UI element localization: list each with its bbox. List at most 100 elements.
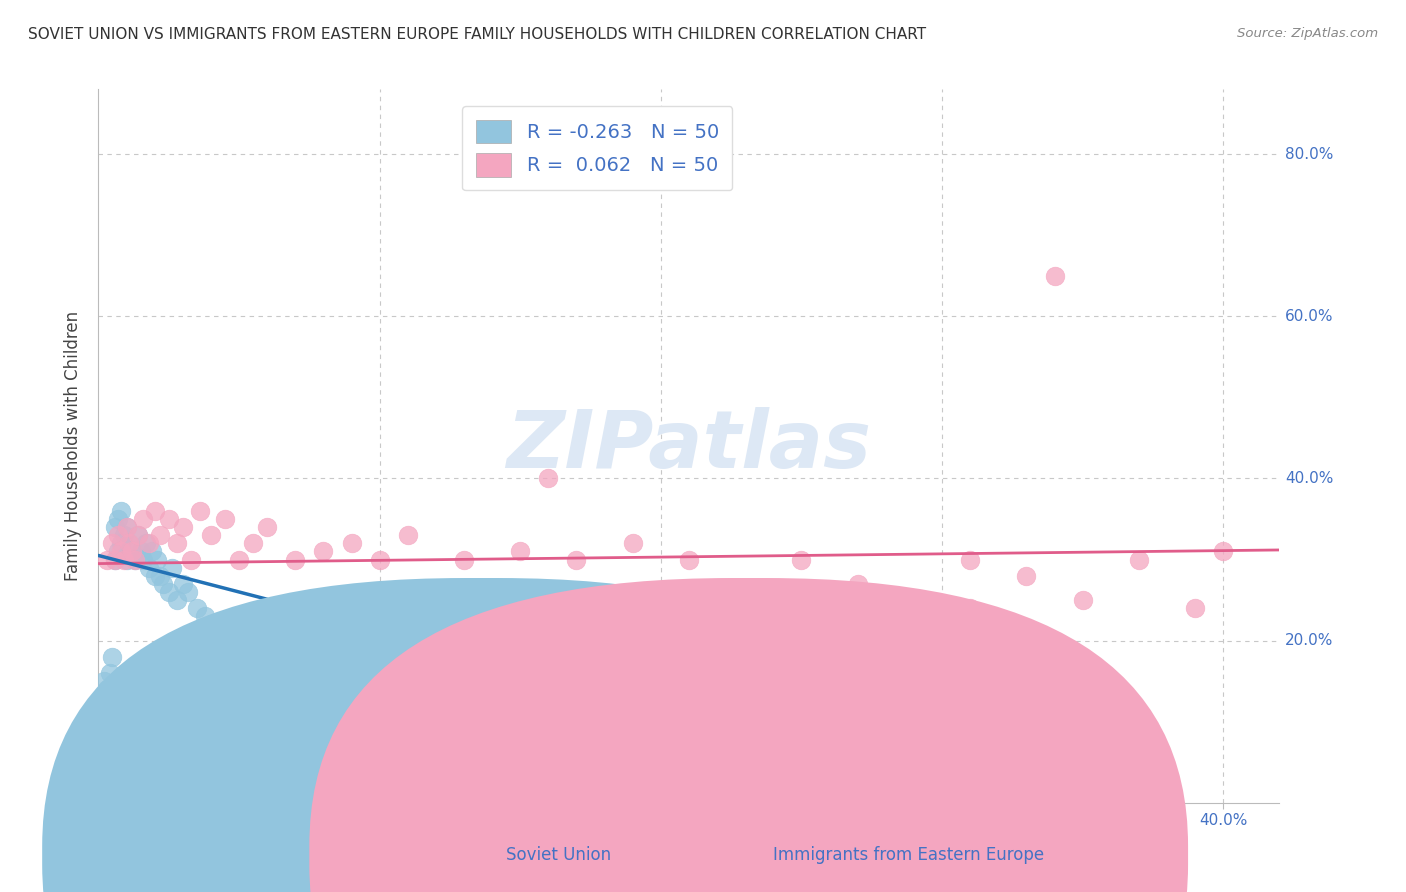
Text: SOVIET UNION VS IMMIGRANTS FROM EASTERN EUROPE FAMILY HOUSEHOLDS WITH CHILDREN C: SOVIET UNION VS IMMIGRANTS FROM EASTERN … (28, 27, 927, 42)
Point (959, 552, 981, 566)
Point (166, 593, 188, 607)
Text: 80.0%: 80.0% (1285, 146, 1333, 161)
Point (186, 601, 208, 615)
Text: 20.0%: 20.0% (1285, 633, 1333, 648)
Point (1043, 268, 1066, 283)
Point (143, 504, 166, 518)
Point (90, 739, 112, 753)
Point (143, 568, 166, 582)
Point (98, 666, 121, 681)
Point (846, 577, 869, 591)
Text: ZIPatlas: ZIPatlas (506, 407, 872, 485)
Point (1128, 552, 1150, 566)
Point (214, 512, 236, 526)
Point (270, 641, 292, 656)
Point (228, 552, 250, 566)
Point (149, 568, 172, 582)
Point (101, 682, 124, 697)
Point (818, 617, 841, 632)
Text: Immigrants from Eastern Europe: Immigrants from Eastern Europe (773, 847, 1045, 864)
Point (188, 504, 211, 518)
Point (157, 512, 180, 526)
Point (90, 714, 112, 729)
Text: Soviet Union: Soviet Union (506, 847, 612, 864)
Point (228, 633, 250, 648)
Point (166, 536, 188, 550)
Point (565, 552, 588, 566)
Point (284, 552, 307, 566)
Point (678, 552, 700, 566)
Point (242, 617, 264, 632)
Point (118, 536, 141, 550)
Point (101, 649, 124, 664)
Point (112, 552, 135, 566)
Point (132, 552, 155, 566)
Point (790, 552, 813, 566)
Point (200, 617, 222, 632)
Point (509, 698, 531, 713)
Point (121, 544, 143, 558)
Point (115, 552, 138, 566)
Point (107, 528, 129, 542)
Point (959, 601, 981, 615)
Point (110, 544, 132, 558)
Point (115, 520, 138, 534)
Point (129, 544, 152, 558)
Point (138, 536, 160, 550)
Point (200, 528, 222, 542)
Point (118, 536, 141, 550)
Point (1071, 593, 1094, 607)
Point (172, 520, 194, 534)
Point (93, 698, 115, 713)
Point (509, 544, 531, 558)
Text: Source: ZipAtlas.com: Source: ZipAtlas.com (1237, 27, 1378, 40)
Point (124, 552, 146, 566)
Point (101, 536, 124, 550)
Point (340, 536, 363, 550)
Point (110, 504, 132, 518)
Point (177, 585, 200, 599)
Point (284, 649, 307, 664)
Point (1212, 544, 1234, 558)
Point (194, 609, 217, 624)
Point (256, 520, 278, 534)
Point (368, 552, 391, 566)
Point (96, 682, 118, 697)
Point (396, 528, 419, 542)
Point (115, 520, 138, 534)
Point (104, 520, 127, 534)
Point (107, 544, 129, 558)
Point (96, 714, 118, 729)
Point (1071, 674, 1094, 689)
Point (157, 585, 180, 599)
Point (141, 544, 163, 558)
Point (93, 731, 115, 745)
Point (149, 528, 172, 542)
Point (124, 552, 146, 566)
Point (298, 633, 321, 648)
Point (93, 674, 115, 689)
Point (121, 544, 143, 558)
Point (146, 552, 169, 566)
Point (242, 536, 264, 550)
Point (734, 666, 756, 681)
Point (138, 560, 160, 574)
Legend: R = -0.263   N = 50, R =  0.062   N = 50: R = -0.263 N = 50, R = 0.062 N = 50 (463, 106, 733, 191)
Point (160, 560, 183, 574)
Point (104, 552, 127, 566)
Point (104, 552, 127, 566)
Point (110, 536, 132, 550)
Point (453, 552, 475, 566)
Point (312, 641, 335, 656)
Text: 60.0%: 60.0% (1285, 309, 1333, 324)
Point (1015, 568, 1038, 582)
Point (135, 536, 157, 550)
Point (127, 528, 149, 542)
Point (256, 625, 278, 640)
Point (621, 536, 644, 550)
Point (152, 577, 174, 591)
Point (112, 528, 135, 542)
Point (312, 544, 335, 558)
Point (214, 625, 236, 640)
Point (172, 577, 194, 591)
